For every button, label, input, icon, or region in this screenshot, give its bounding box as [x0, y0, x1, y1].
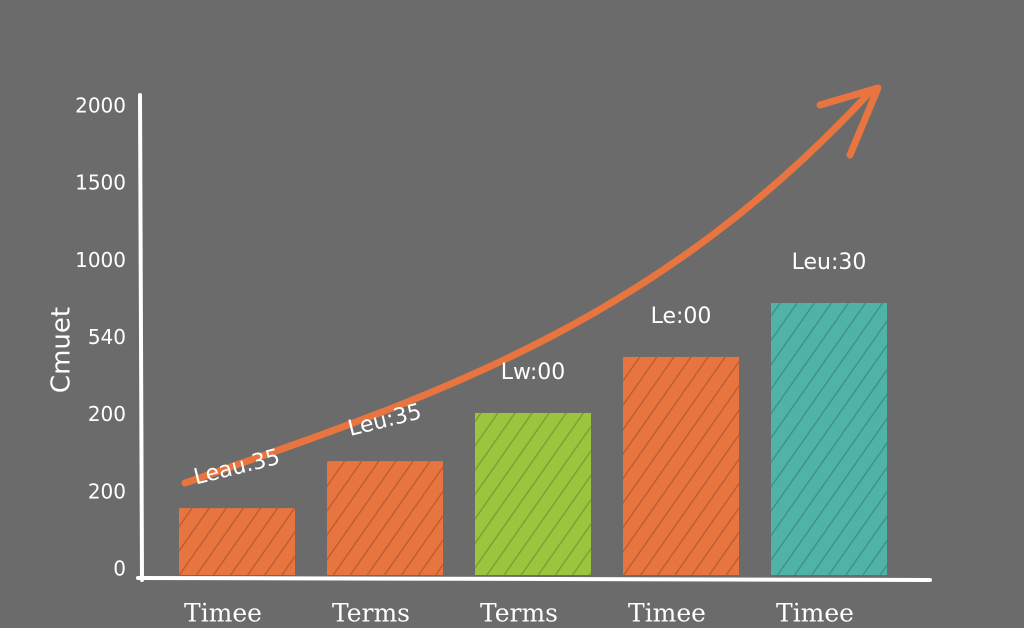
bar-text: Lw:00 [501, 360, 565, 385]
y-tick-label: 1000 [75, 248, 126, 272]
x-tick-label: Terms [480, 599, 558, 628]
x-tick-label: Timee [184, 599, 262, 628]
arrow-head [816, 84, 882, 159]
x-axis [136, 576, 932, 582]
bar-hatch [623, 356, 739, 575]
bar-text: Le:00 [651, 304, 712, 329]
y-tick-label: 0 [113, 557, 126, 581]
trend-arrow [181, 88, 874, 487]
y-tick-label: 2000 [75, 94, 126, 118]
y-tick-label: 540 [88, 325, 126, 349]
y-axis-title: Cmuet [47, 307, 77, 393]
x-tick-label: Timee [776, 599, 854, 628]
y-tick-label: 1500 [75, 171, 126, 195]
bar-text: Leu:35 [346, 399, 425, 441]
bar-text: Leau.35 [191, 445, 282, 491]
bar-text: Leu:30 [792, 250, 867, 275]
bar-hatch [475, 412, 591, 575]
y-tick-label: 200 [88, 479, 126, 503]
bar-hatch [327, 461, 443, 575]
y-axis [138, 93, 144, 582]
y-tick-label: 200 [88, 402, 126, 426]
x-tick-label: Terms [332, 599, 410, 628]
bar-hatch [179, 508, 295, 575]
x-tick-label: Timee [628, 599, 706, 628]
bar-hatch [771, 302, 887, 575]
